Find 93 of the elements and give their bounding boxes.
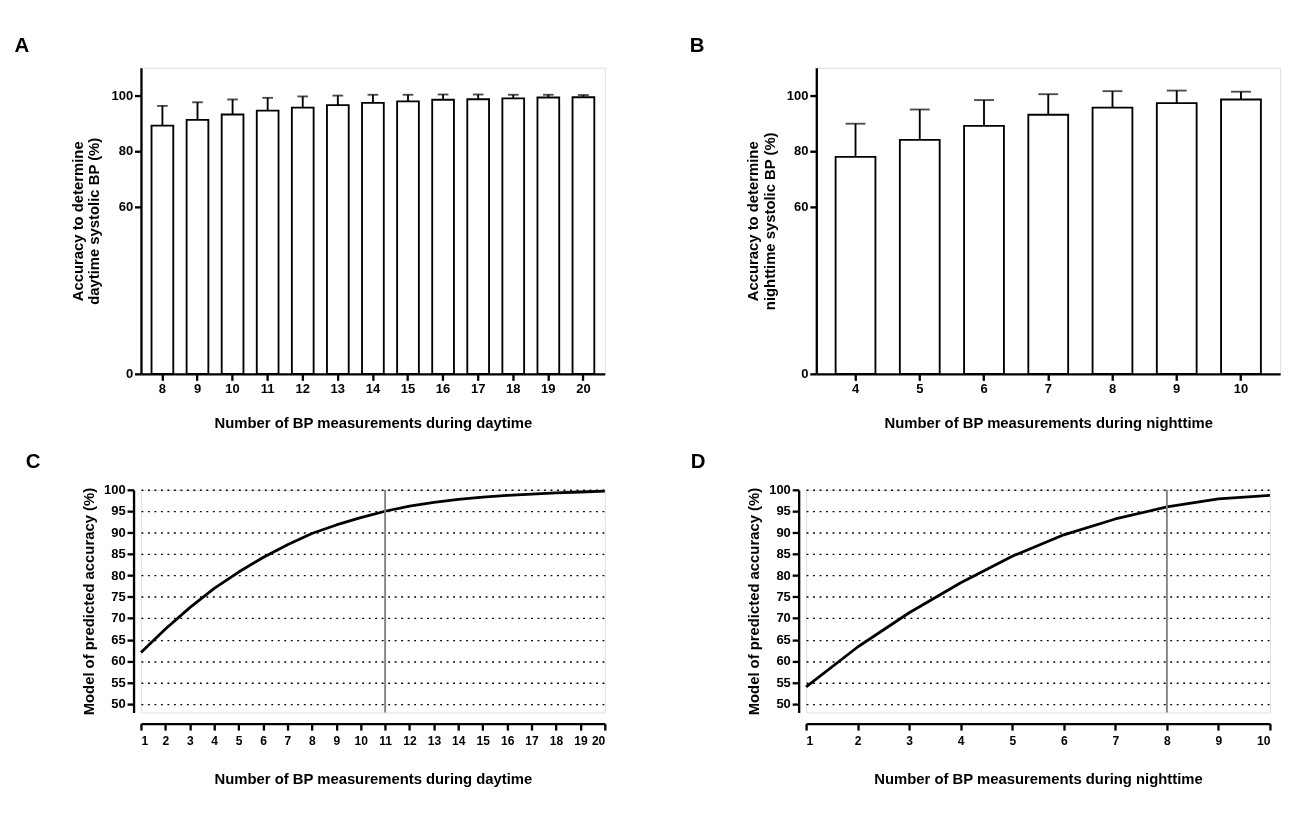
x-axis-title: Number of BP measurements during nighttime xyxy=(884,415,1213,432)
y-axis-title: Accuracy to determine nighttime systolic BP (%) xyxy=(745,132,778,311)
x-tick-label: 6 xyxy=(980,380,988,396)
line-series xyxy=(804,494,1272,689)
x-tick-label: 6 xyxy=(260,734,268,749)
x-tick-label: 1 xyxy=(806,734,814,749)
y-tick-label: 80 xyxy=(118,143,134,159)
x-tick-label: 10 xyxy=(1233,380,1249,396)
y-tick-label: 60 xyxy=(776,653,791,669)
x-tick-label: 7 xyxy=(1112,734,1120,749)
y-tick-label: 90 xyxy=(111,524,126,540)
x-tick-label: 4 xyxy=(211,734,219,749)
chart-title: A xyxy=(14,34,30,56)
x-tick-label: 19 xyxy=(541,380,556,396)
x-tick-label: 10 xyxy=(225,380,240,396)
x-tick-label: 7 xyxy=(284,734,292,749)
x-tick-label: 12 xyxy=(403,734,417,749)
x-tick-label: 16 xyxy=(500,734,515,749)
x-tick-label: 9 xyxy=(333,734,341,749)
x-tick-label: 18 xyxy=(506,380,521,396)
x-tick-label: 20 xyxy=(591,734,606,749)
y-tick-label: 90 xyxy=(776,524,791,540)
y-tick-label: 100 xyxy=(111,87,134,103)
x-tick-label: 14 xyxy=(452,734,466,749)
x-tick-label: 9 xyxy=(1215,734,1223,749)
x-tick-label: 10 xyxy=(1257,734,1271,749)
y-tick-label: 100 xyxy=(769,482,791,498)
y-tick-label: 95 xyxy=(776,503,791,519)
x-tick-label: 2 xyxy=(162,734,170,749)
x-tick-label: 8 xyxy=(1108,380,1117,396)
x-tick-label: 19 xyxy=(574,734,588,749)
y-axis-title: Model of predicted accuracy (%) xyxy=(745,487,762,716)
y-tick-label: 65 xyxy=(776,631,791,647)
x-tick-label: 5 xyxy=(1009,734,1017,749)
y-tick-label: 100 xyxy=(786,87,809,103)
x-tick-label: 11 xyxy=(379,734,393,749)
chart-title: C xyxy=(25,449,41,472)
y-tick-label: 75 xyxy=(776,589,791,605)
x-tick-label: 17 xyxy=(470,380,486,396)
y-tick-label: 80 xyxy=(111,567,126,583)
x-tick-label: 18 xyxy=(549,734,564,749)
chart-title: B xyxy=(689,34,705,56)
y-tick-label: 70 xyxy=(111,610,126,626)
y-axis-title: Accuracy to determine daytime systolic BP (%) xyxy=(69,137,103,305)
x-axis-title: Number of BP measurements during nighttime xyxy=(874,771,1203,788)
y-tick-label: 0 xyxy=(125,366,134,382)
x-tick-label: 8 xyxy=(1163,734,1171,749)
x-axis-title: Number of BP measurements during daytime xyxy=(214,771,533,788)
x-tick-label: 8 xyxy=(158,380,167,396)
x-tick-label: 20 xyxy=(576,380,591,396)
y-tick-label: 75 xyxy=(111,589,126,605)
x-tick-label: 1 xyxy=(141,734,149,749)
y-tick-label: 55 xyxy=(111,674,126,690)
y-tick-label: 60 xyxy=(794,199,809,215)
x-tick-label: 3 xyxy=(186,734,194,749)
y-tick-label: 85 xyxy=(776,546,791,562)
x-tick-label: 9 xyxy=(1173,380,1181,396)
x-tick-label: 11 xyxy=(260,380,275,396)
y-tick-label: 95 xyxy=(111,503,126,519)
x-tick-label: 15 xyxy=(476,734,491,749)
x-tick-label: 12 xyxy=(295,380,310,396)
x-tick-label: 10 xyxy=(354,734,369,749)
x-tick-label: 6 xyxy=(1060,734,1068,749)
y-tick-label: 65 xyxy=(111,631,126,647)
x-axis-title: Number of BP measurements during daytime xyxy=(214,415,533,432)
y-axis-title: Model of predicted accuracy (%) xyxy=(80,487,97,716)
y-tick-label: 80 xyxy=(776,567,791,583)
x-tick-label: 13 xyxy=(330,380,346,396)
y-tick-label: 85 xyxy=(111,546,126,562)
y-tick-label: 60 xyxy=(118,199,134,215)
x-tick-label: 7 xyxy=(1044,380,1052,396)
x-tick-label: 5 xyxy=(916,380,924,396)
y-tick-label: 80 xyxy=(794,143,809,159)
x-tick-label: 5 xyxy=(235,734,243,749)
x-tick-label: 9 xyxy=(193,380,202,396)
x-tick-label: 4 xyxy=(957,734,965,749)
x-tick-label: 8 xyxy=(309,734,316,749)
chart-title: D xyxy=(690,449,706,472)
x-tick-label: 3 xyxy=(906,734,914,749)
y-tick-label: 0 xyxy=(801,366,809,382)
x-tick-label: 17 xyxy=(525,734,540,749)
y-tick-label: 50 xyxy=(111,696,126,712)
x-tick-label: 2 xyxy=(854,734,862,749)
y-tick-label: 50 xyxy=(776,696,791,712)
y-tick-label: 60 xyxy=(111,653,126,669)
x-tick-label: 14 xyxy=(365,380,381,396)
y-tick-label: 55 xyxy=(776,674,791,690)
x-tick-label: 15 xyxy=(400,380,416,396)
x-tick-label: 13 xyxy=(427,734,442,749)
x-tick-label: 4 xyxy=(851,380,860,396)
y-tick-label: 70 xyxy=(776,610,791,626)
y-tick-label: 100 xyxy=(104,482,126,498)
x-tick-label: 16 xyxy=(435,380,451,396)
